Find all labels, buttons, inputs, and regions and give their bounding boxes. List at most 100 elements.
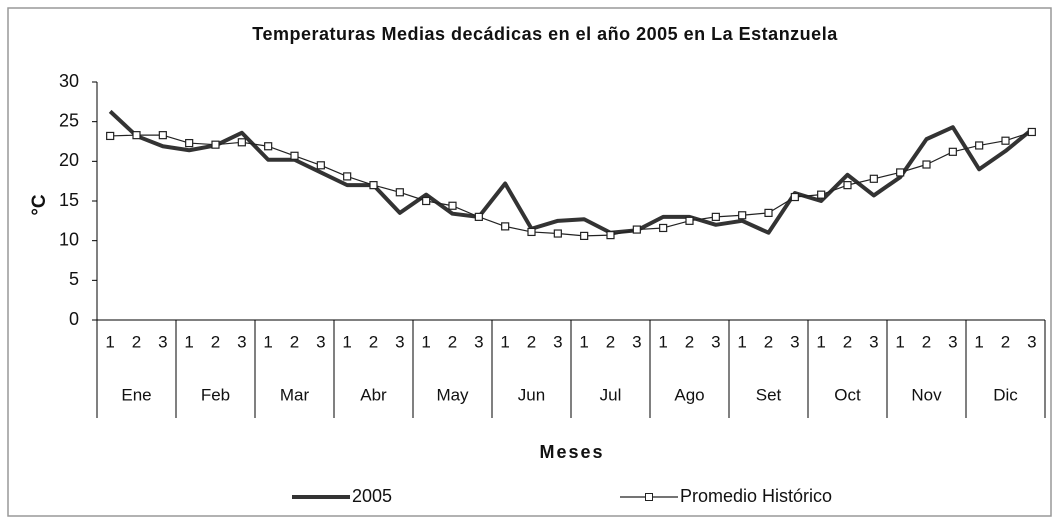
point-marker bbox=[685, 216, 694, 225]
x-tick-label: 2 bbox=[132, 332, 141, 351]
x-tick-label: 2 bbox=[843, 332, 852, 351]
legend-label: 2005 bbox=[352, 486, 392, 506]
x-tick-label: 3 bbox=[1027, 332, 1036, 351]
point-marker bbox=[132, 131, 141, 140]
point-marker bbox=[185, 138, 194, 148]
x-tick-label: 2 bbox=[290, 332, 299, 351]
point-marker bbox=[395, 188, 404, 197]
point-marker bbox=[553, 229, 562, 238]
point-marker bbox=[448, 201, 457, 210]
chart-title: Temperaturas Medias decádicas en el año … bbox=[252, 24, 838, 44]
point-marker bbox=[1027, 127, 1036, 137]
x-axis-label: Meses bbox=[539, 442, 604, 462]
x-tick-label: 1 bbox=[816, 332, 825, 351]
point-marker bbox=[501, 222, 510, 231]
x-tick-label: 3 bbox=[474, 332, 483, 351]
y-tick-label: 30 bbox=[59, 71, 79, 91]
point-marker bbox=[474, 212, 483, 221]
point-marker bbox=[975, 141, 984, 150]
point-marker bbox=[922, 160, 931, 169]
x-tick-label: 2 bbox=[922, 332, 931, 351]
x-tick-label: 1 bbox=[500, 332, 509, 351]
x-tick-label: 2 bbox=[1001, 332, 1010, 351]
x-tick-label: 1 bbox=[342, 332, 351, 351]
series-line bbox=[110, 131, 1033, 237]
point-marker bbox=[580, 231, 589, 241]
point-marker bbox=[527, 227, 536, 237]
x-tick-label: 2 bbox=[211, 332, 220, 351]
group-label: Abr bbox=[360, 385, 387, 404]
group-label: Ago bbox=[674, 385, 704, 404]
point-marker bbox=[290, 151, 299, 160]
point-marker bbox=[948, 147, 957, 156]
x-tick-label: 2 bbox=[369, 332, 378, 351]
x-tick-label: 3 bbox=[316, 332, 325, 351]
legend-marker bbox=[645, 493, 653, 501]
point-marker bbox=[869, 174, 878, 183]
x-tick-label: 3 bbox=[869, 332, 878, 351]
group-label: May bbox=[436, 385, 469, 404]
y-tick-label: 10 bbox=[59, 229, 79, 249]
x-tick-label: 1 bbox=[974, 332, 983, 351]
group-label: Jun bbox=[518, 385, 545, 404]
point-marker bbox=[659, 223, 668, 233]
x-tick-label: 2 bbox=[606, 332, 615, 351]
x-tick-label: 1 bbox=[184, 332, 193, 351]
x-tick-label: 1 bbox=[658, 332, 667, 351]
point-marker bbox=[1001, 136, 1010, 145]
x-tick-label: 2 bbox=[448, 332, 457, 351]
x-tick-label: 3 bbox=[632, 332, 641, 351]
group-label: Nov bbox=[911, 385, 942, 404]
y-tick-label: 15 bbox=[59, 190, 79, 210]
point-marker bbox=[896, 168, 905, 177]
x-tick-label: 1 bbox=[579, 332, 588, 351]
group-label: Feb bbox=[201, 385, 230, 404]
point-marker bbox=[738, 211, 747, 220]
point-marker bbox=[106, 131, 115, 141]
point-marker bbox=[422, 196, 431, 206]
point-marker bbox=[711, 212, 720, 221]
x-tick-label: 3 bbox=[790, 332, 799, 351]
point-marker bbox=[632, 225, 641, 234]
y-tick-label: 0 bbox=[69, 309, 79, 329]
point-marker bbox=[343, 172, 352, 181]
point-marker bbox=[843, 181, 852, 190]
x-tick-label: 3 bbox=[158, 332, 167, 351]
point-marker bbox=[606, 231, 615, 240]
group-label: Mar bbox=[280, 385, 310, 404]
x-tick-label: 2 bbox=[764, 332, 773, 351]
y-tick-label: 5 bbox=[69, 269, 79, 289]
point-marker bbox=[264, 142, 273, 151]
x-tick-label: 2 bbox=[685, 332, 694, 351]
group-label: Set bbox=[756, 385, 782, 404]
group-label: Ene bbox=[121, 385, 151, 404]
point-marker bbox=[764, 208, 773, 217]
x-tick-label: 1 bbox=[105, 332, 114, 351]
x-tick-label: 1 bbox=[737, 332, 746, 351]
series-line bbox=[108, 109, 1034, 235]
x-tick-label: 3 bbox=[948, 332, 957, 351]
point-marker bbox=[817, 190, 826, 199]
x-tick-label: 1 bbox=[895, 332, 904, 351]
point-marker bbox=[316, 161, 325, 170]
point-marker bbox=[790, 192, 799, 202]
x-tick-label: 1 bbox=[421, 332, 430, 351]
y-tick-label: 25 bbox=[59, 110, 79, 130]
legend-label: Promedio Histórico bbox=[680, 486, 832, 506]
x-tick-label: 3 bbox=[395, 332, 404, 351]
chart-frame bbox=[7, 7, 1052, 517]
point-marker bbox=[158, 131, 167, 140]
x-tick-label: 1 bbox=[263, 332, 272, 351]
group-label: Jul bbox=[600, 385, 622, 404]
x-tick-label: 3 bbox=[237, 332, 246, 351]
y-axis-label: °C bbox=[29, 194, 50, 216]
y-tick-label: 20 bbox=[59, 150, 79, 170]
x-tick-label: 2 bbox=[527, 332, 536, 351]
group-label: Dic bbox=[993, 385, 1018, 404]
x-tick-label: 3 bbox=[711, 332, 720, 351]
x-tick-label: 3 bbox=[553, 332, 562, 351]
point-marker bbox=[237, 138, 246, 147]
group-label: Oct bbox=[834, 385, 861, 404]
point-marker bbox=[211, 140, 220, 149]
